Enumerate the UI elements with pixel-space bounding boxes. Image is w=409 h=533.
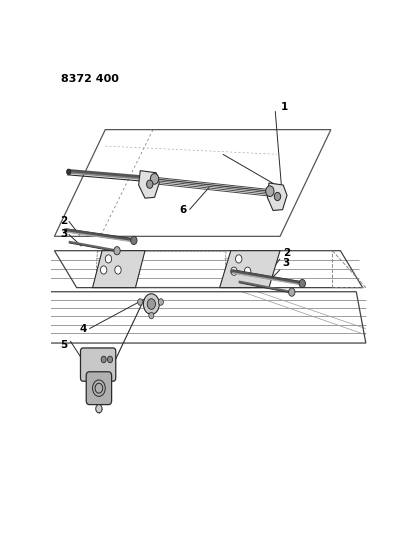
Text: 2: 2 [60,216,67,226]
Circle shape [148,312,153,319]
Circle shape [115,266,121,274]
Text: 3: 3 [282,259,289,269]
Text: 2: 2 [282,248,289,258]
Circle shape [107,356,112,363]
Circle shape [101,356,106,363]
Circle shape [150,174,158,184]
Circle shape [158,298,163,305]
Circle shape [230,267,236,276]
Text: 4: 4 [79,324,86,334]
Circle shape [288,288,294,296]
FancyBboxPatch shape [86,372,111,405]
Polygon shape [92,251,145,288]
Text: 5: 5 [60,340,67,350]
Circle shape [265,186,273,197]
Circle shape [143,294,159,314]
Text: 3: 3 [60,229,67,239]
Polygon shape [219,251,279,288]
Circle shape [235,255,241,263]
Text: 6: 6 [179,205,186,215]
Circle shape [244,267,250,276]
Circle shape [147,298,155,309]
Circle shape [114,247,120,255]
Polygon shape [138,171,159,198]
Circle shape [130,236,137,245]
Circle shape [274,192,280,200]
Text: 8372 400: 8372 400 [61,74,118,84]
Circle shape [96,405,102,413]
Polygon shape [267,183,286,211]
Circle shape [100,266,107,274]
Circle shape [299,279,305,288]
Circle shape [66,169,71,175]
Circle shape [105,255,111,263]
Circle shape [146,180,153,188]
Text: 1: 1 [281,102,288,112]
FancyBboxPatch shape [80,348,115,381]
Circle shape [137,298,142,305]
